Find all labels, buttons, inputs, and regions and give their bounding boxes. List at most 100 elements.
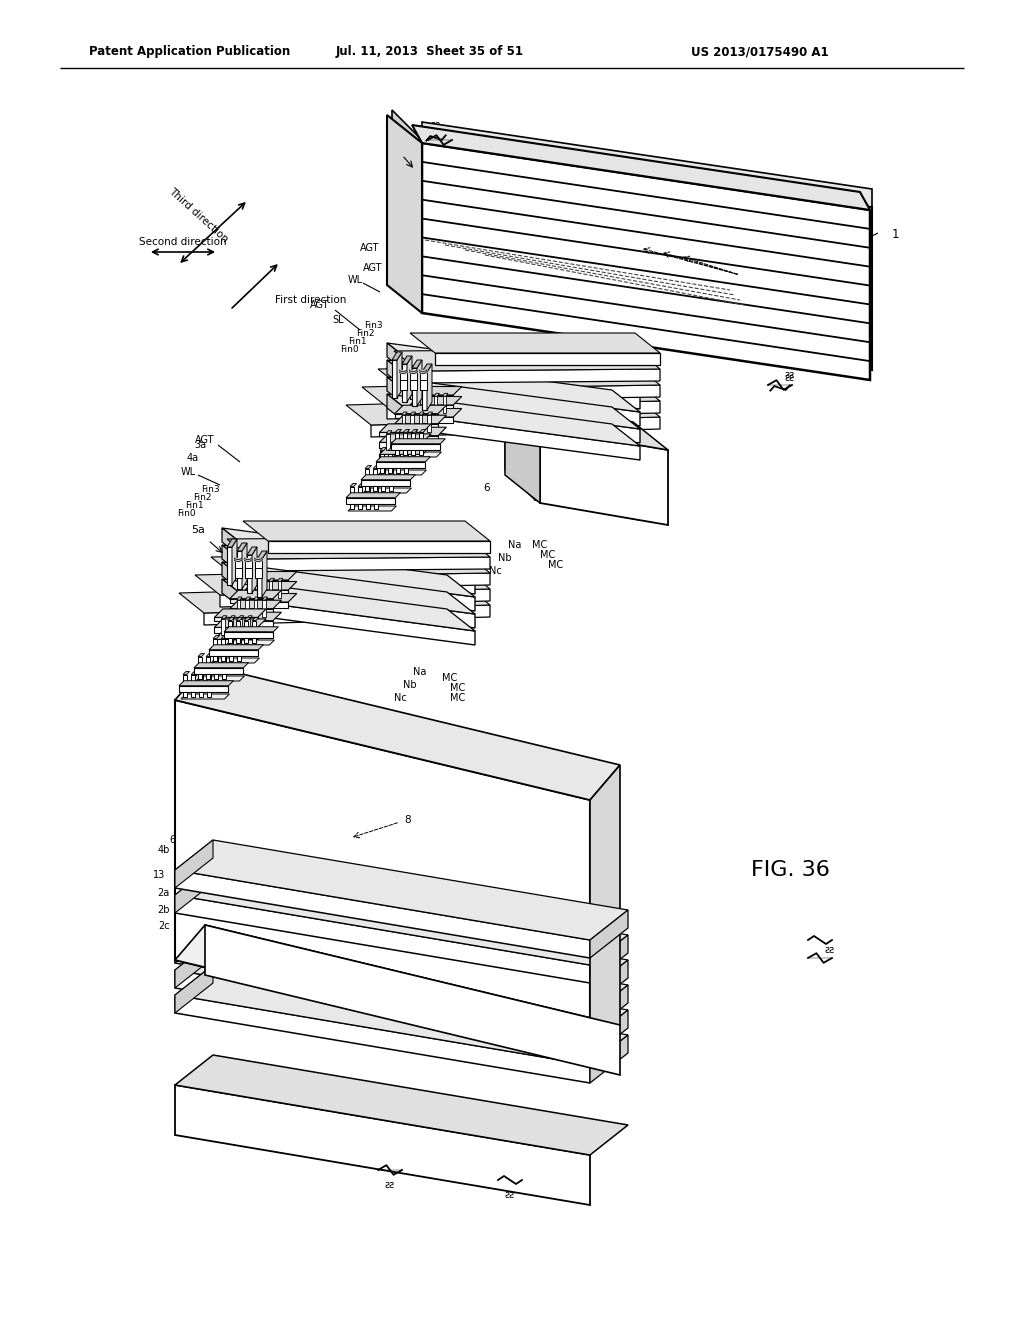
- Polygon shape: [228, 618, 234, 620]
- Polygon shape: [393, 451, 441, 457]
- Text: ƨƨ: ƨƨ: [825, 945, 836, 954]
- Polygon shape: [392, 110, 422, 304]
- Polygon shape: [410, 417, 454, 422]
- Polygon shape: [175, 895, 590, 983]
- Polygon shape: [245, 560, 252, 578]
- Polygon shape: [358, 487, 361, 510]
- Polygon shape: [404, 450, 408, 473]
- Polygon shape: [590, 766, 620, 1060]
- Polygon shape: [412, 125, 870, 210]
- Polygon shape: [260, 578, 266, 581]
- Polygon shape: [198, 656, 202, 678]
- Polygon shape: [252, 546, 257, 593]
- Text: 13: 13: [396, 273, 409, 282]
- Polygon shape: [257, 558, 262, 597]
- Text: ƨƨ: ƨƨ: [385, 1180, 395, 1191]
- Polygon shape: [222, 528, 475, 579]
- Polygon shape: [245, 602, 288, 609]
- Text: Jul. 11, 2013  Sheet 35 of 51: Jul. 11, 2013 Sheet 35 of 51: [336, 45, 524, 58]
- Polygon shape: [376, 462, 425, 469]
- Polygon shape: [411, 414, 414, 432]
- Polygon shape: [179, 686, 228, 692]
- Polygon shape: [394, 428, 446, 436]
- Polygon shape: [395, 430, 400, 434]
- Text: AGT: AGT: [310, 300, 330, 310]
- Polygon shape: [239, 619, 242, 635]
- Text: MC: MC: [442, 673, 458, 682]
- Polygon shape: [387, 343, 415, 379]
- Polygon shape: [590, 1010, 628, 1059]
- Text: 2a: 2a: [158, 888, 170, 898]
- Polygon shape: [175, 890, 628, 990]
- Polygon shape: [415, 381, 640, 426]
- Polygon shape: [410, 372, 417, 389]
- Polygon shape: [214, 653, 221, 656]
- Polygon shape: [247, 615, 252, 619]
- Text: ƨƨ: ƨƨ: [505, 1191, 515, 1200]
- Text: 8: 8: [746, 273, 754, 282]
- Polygon shape: [411, 412, 416, 414]
- Polygon shape: [367, 483, 373, 487]
- Polygon shape: [346, 397, 660, 425]
- Polygon shape: [407, 356, 412, 403]
- Polygon shape: [214, 631, 266, 639]
- Polygon shape: [195, 569, 490, 595]
- Polygon shape: [422, 372, 427, 411]
- Text: Fin1: Fin1: [184, 502, 204, 511]
- Polygon shape: [397, 352, 402, 399]
- Polygon shape: [392, 360, 397, 399]
- Text: 1: 1: [891, 228, 899, 242]
- Polygon shape: [387, 360, 415, 396]
- Polygon shape: [245, 601, 249, 616]
- Polygon shape: [367, 487, 370, 510]
- Polygon shape: [222, 545, 475, 597]
- Polygon shape: [206, 653, 213, 656]
- Polygon shape: [222, 579, 475, 631]
- Polygon shape: [412, 360, 422, 368]
- Polygon shape: [442, 396, 445, 413]
- Polygon shape: [175, 915, 628, 1015]
- Polygon shape: [237, 550, 242, 589]
- Polygon shape: [175, 965, 213, 1012]
- Text: AGT: AGT: [360, 243, 380, 253]
- Polygon shape: [395, 434, 398, 450]
- Polygon shape: [181, 694, 229, 700]
- Polygon shape: [350, 483, 356, 487]
- Text: 3a: 3a: [194, 440, 206, 450]
- Polygon shape: [380, 434, 431, 442]
- Polygon shape: [412, 430, 418, 434]
- Polygon shape: [245, 572, 297, 579]
- Polygon shape: [175, 1085, 590, 1205]
- Polygon shape: [394, 348, 660, 371]
- Polygon shape: [378, 470, 426, 475]
- Polygon shape: [391, 438, 445, 444]
- Polygon shape: [245, 590, 288, 595]
- Polygon shape: [403, 429, 410, 433]
- Polygon shape: [230, 619, 233, 635]
- Polygon shape: [175, 995, 590, 1082]
- Polygon shape: [238, 635, 244, 639]
- Polygon shape: [269, 578, 274, 581]
- Polygon shape: [403, 433, 407, 455]
- Text: 2c: 2c: [159, 921, 170, 931]
- Polygon shape: [214, 618, 258, 622]
- Text: FIG. 36: FIG. 36: [751, 861, 829, 880]
- Polygon shape: [175, 925, 620, 1060]
- Polygon shape: [250, 550, 475, 594]
- Polygon shape: [417, 360, 422, 407]
- Text: Na: Na: [508, 540, 521, 550]
- Polygon shape: [254, 601, 257, 616]
- Text: MC: MC: [451, 693, 466, 704]
- Polygon shape: [387, 378, 640, 429]
- Text: ƨƨ: ƨƨ: [784, 374, 795, 383]
- Polygon shape: [378, 366, 660, 389]
- Polygon shape: [194, 663, 249, 668]
- Polygon shape: [373, 469, 377, 491]
- Text: WL: WL: [180, 467, 196, 477]
- Text: 2b: 2b: [158, 906, 170, 915]
- Polygon shape: [403, 434, 407, 450]
- Polygon shape: [175, 840, 213, 888]
- Polygon shape: [175, 965, 628, 1065]
- Polygon shape: [200, 675, 203, 697]
- Polygon shape: [205, 925, 620, 1074]
